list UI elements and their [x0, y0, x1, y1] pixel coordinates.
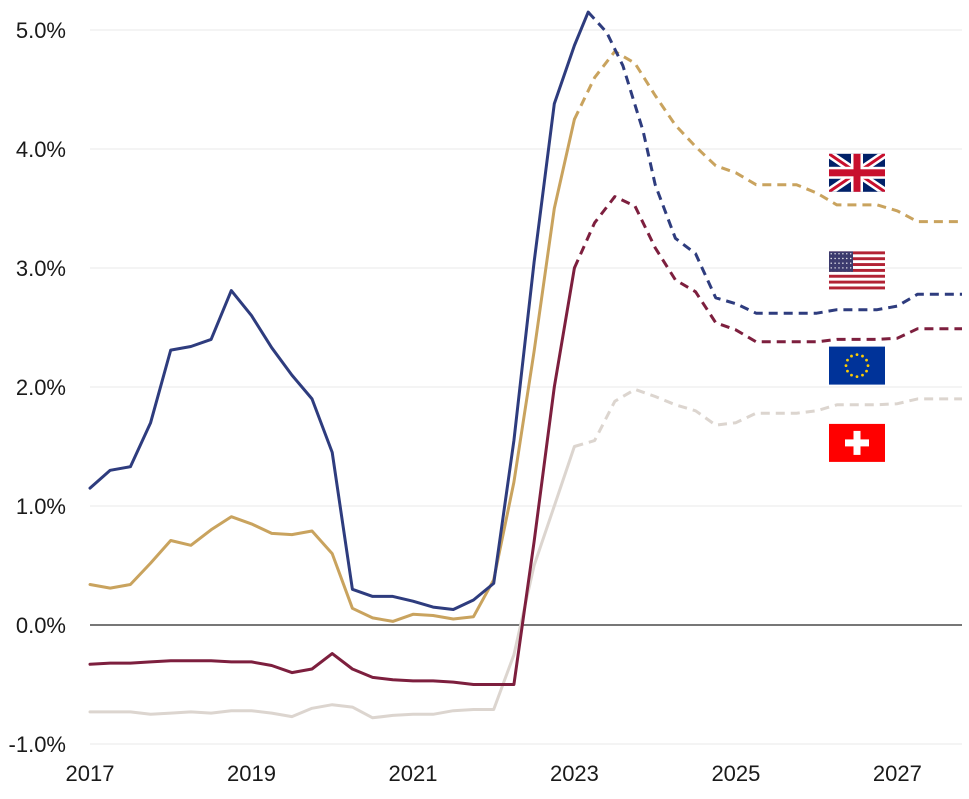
uk-series-actual-line: [88, 117, 576, 623]
swiss-flag-icon: [829, 423, 885, 462]
y-tick-label: 2.0%: [16, 375, 66, 400]
us-series-actual-line: [88, 10, 590, 611]
eu-series-forecast-line: [573, 195, 962, 344]
uk-series-forecast-line: [573, 49, 962, 224]
y-tick-label: 0.0%: [16, 613, 66, 638]
swiss-series-actual-line: [88, 445, 576, 720]
y-tick-label: 3.0%: [16, 256, 66, 281]
series-lines: [88, 10, 962, 720]
y-axis-tick-labels: 5.0% 4.0% 3.0% 2.0% 1.0% 0.0% -1.0%: [9, 18, 66, 757]
x-tick-label: 2025: [711, 761, 760, 786]
x-axis-tick-labels: 2017 2019 2021 2023 2025 2027: [66, 761, 922, 786]
x-tick-label: 2017: [66, 761, 115, 786]
eu-series-actual-line: [88, 266, 576, 686]
y-tick-label: -1.0%: [9, 732, 66, 757]
x-tick-label: 2023: [550, 761, 599, 786]
y-tick-label: 4.0%: [16, 137, 66, 162]
y-tick-label: 1.0%: [16, 494, 66, 519]
y-tick-label: 5.0%: [16, 18, 66, 43]
us-flag-icon: [829, 251, 885, 290]
uk-flag-icon: [829, 153, 885, 192]
swiss-series-forecast-line: [573, 387, 962, 448]
gridlines: [90, 29, 962, 745]
x-tick-label: 2027: [873, 761, 922, 786]
eu-flag-icon: [829, 346, 885, 385]
x-tick-label: 2019: [227, 761, 276, 786]
country-flags: [829, 153, 885, 462]
us-series-forecast-line: [587, 11, 962, 315]
x-tick-label: 2021: [388, 761, 437, 786]
